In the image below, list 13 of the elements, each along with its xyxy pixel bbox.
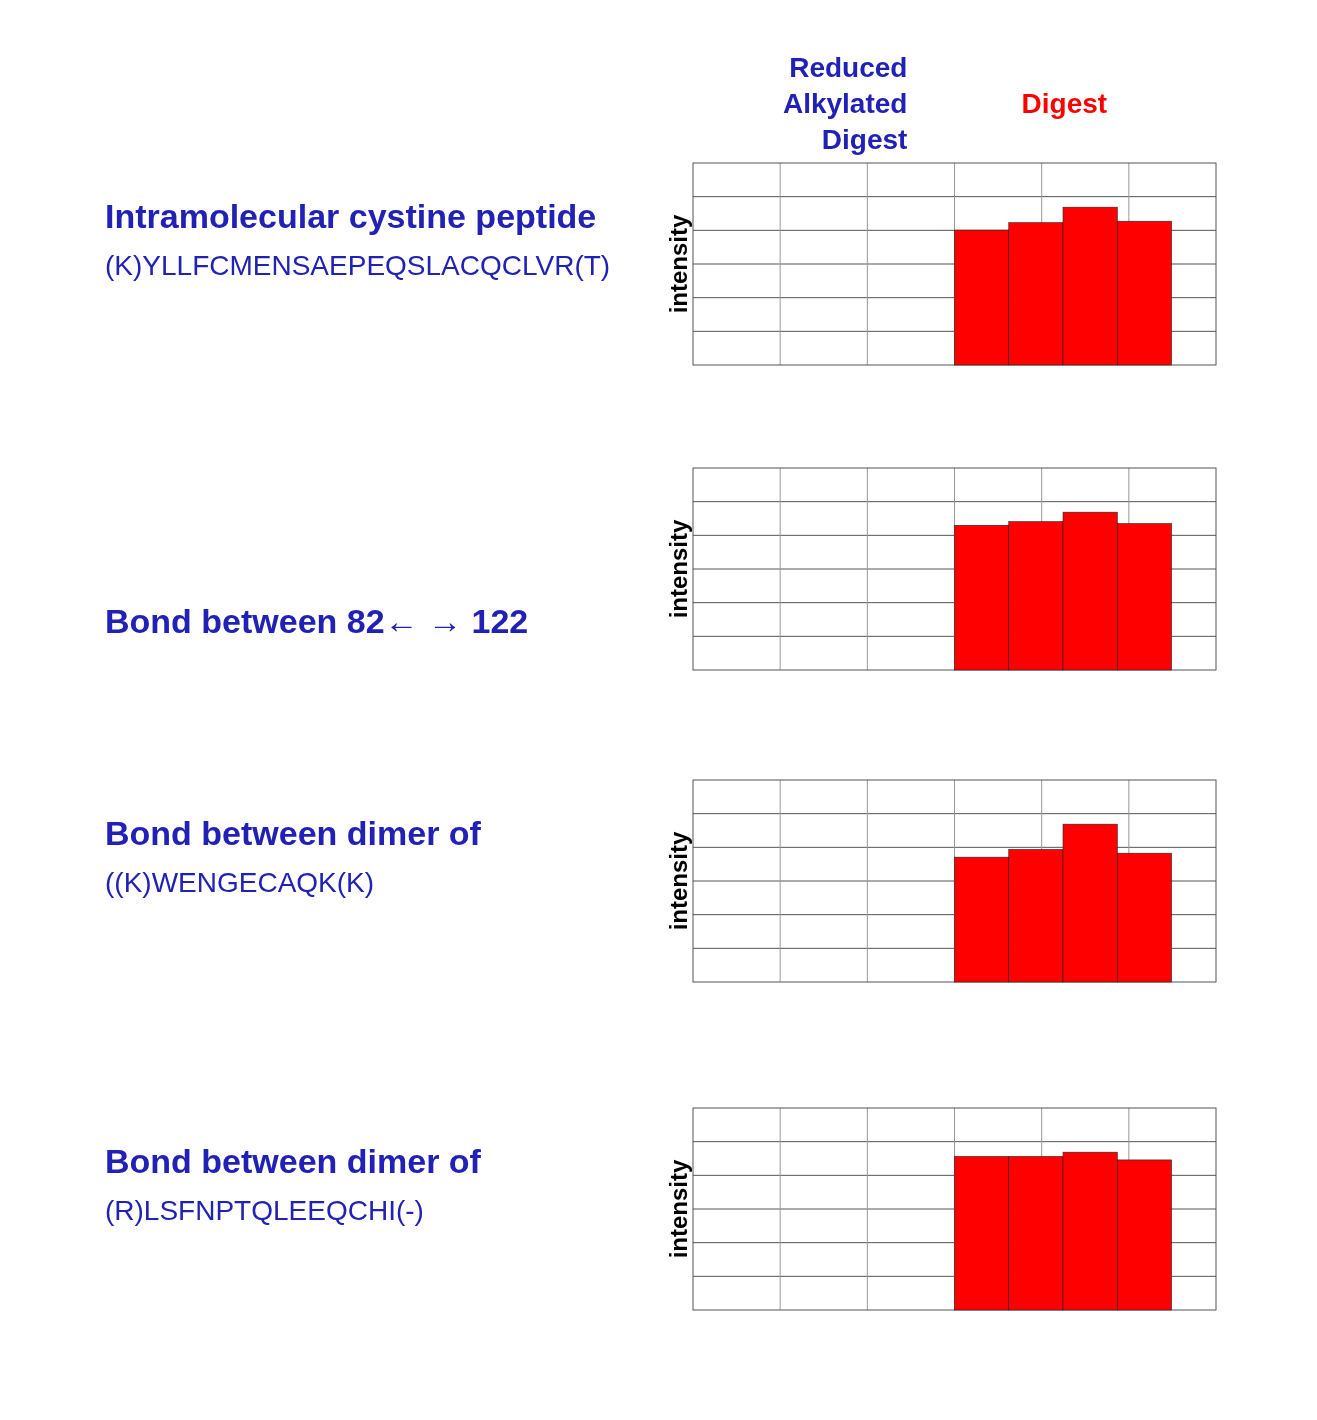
text: Digest (1021, 88, 1108, 119)
text: Intramolecular cystine peptide (105, 197, 597, 235)
text: (R)LSFNPTQLEEQCHI(-) (105, 1195, 424, 1226)
y-axis-title: intensity (665, 214, 692, 314)
y-axis-title: intensity (665, 519, 692, 619)
y-axis-title: intensity (665, 1159, 692, 1259)
text: Bond between dimer of (105, 814, 482, 852)
text: Bond between dimer of (105, 1142, 482, 1180)
text: ((K)WENGECAQK(K) (105, 867, 375, 898)
text: Bond between 82← → 122 (105, 602, 529, 640)
y-axis-title: intensity (665, 831, 692, 931)
text: Reduced Alkylated Digest (782, 52, 908, 155)
text: (K)YLLFCMENSAEPEQSLACQCLVR(T) (105, 250, 611, 281)
